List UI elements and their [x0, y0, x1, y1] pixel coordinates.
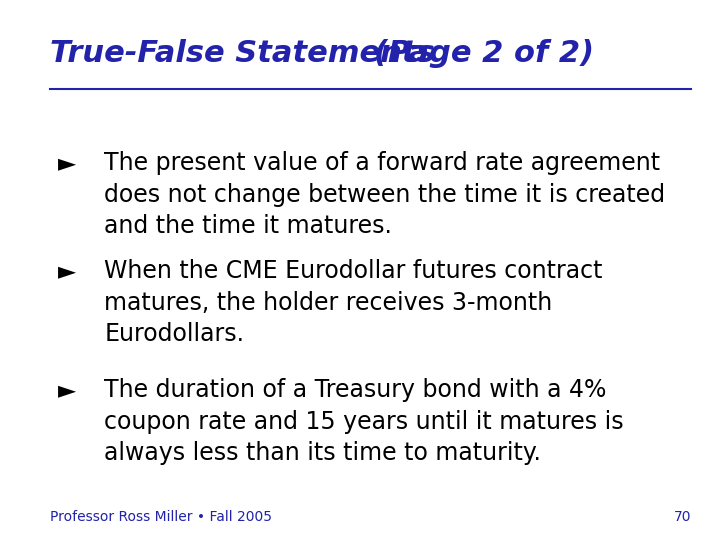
Text: True-False Statements: True-False Statements [50, 38, 435, 68]
Text: The duration of a Treasury bond with a 4%
coupon rate and 15 years until it matu: The duration of a Treasury bond with a 4… [104, 378, 624, 465]
Text: The present value of a forward rate agreement
does not change between the time i: The present value of a forward rate agre… [104, 151, 665, 238]
Text: ►: ► [58, 151, 76, 175]
Text: (Page 2 of 2): (Page 2 of 2) [374, 38, 595, 68]
Text: 70: 70 [674, 510, 691, 524]
Text: ►: ► [58, 378, 76, 402]
Text: ►: ► [58, 259, 76, 283]
Text: When the CME Eurodollar futures contract
matures, the holder receives 3-month
Eu: When the CME Eurodollar futures contract… [104, 259, 603, 346]
Text: Professor Ross Miller • Fall 2005: Professor Ross Miller • Fall 2005 [50, 510, 272, 524]
